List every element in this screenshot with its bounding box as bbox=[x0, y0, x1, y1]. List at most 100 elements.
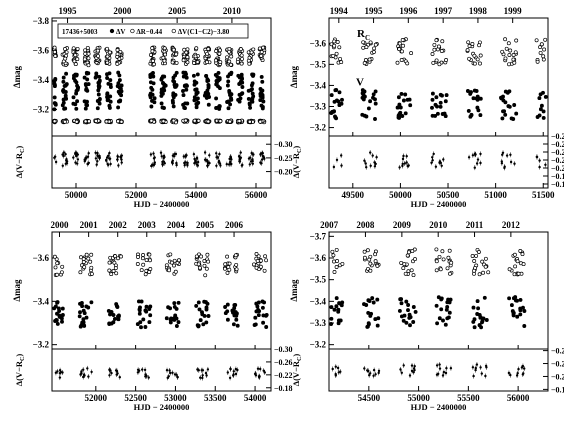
color-point bbox=[229, 367, 232, 371]
data-point bbox=[365, 324, 370, 329]
y-tick-label-right: −0.20 bbox=[274, 168, 293, 177]
data-point bbox=[115, 48, 120, 52]
data-point bbox=[183, 118, 188, 123]
data-point bbox=[74, 80, 79, 85]
data-point bbox=[105, 54, 110, 59]
data-point bbox=[73, 62, 78, 67]
data-point bbox=[367, 299, 372, 303]
data-point bbox=[148, 52, 153, 57]
color-point bbox=[503, 166, 506, 170]
data-point bbox=[194, 46, 199, 51]
data-point bbox=[505, 90, 510, 95]
data-point bbox=[335, 40, 340, 44]
data-point bbox=[479, 325, 484, 330]
data-point bbox=[217, 86, 222, 91]
data-point bbox=[435, 111, 440, 116]
color-point bbox=[196, 160, 200, 164]
data-point bbox=[228, 72, 233, 77]
color-point bbox=[334, 374, 337, 377]
year-label: 2008 bbox=[356, 220, 375, 230]
color-point bbox=[505, 154, 509, 157]
x-axis-label: HJD − 2400000 bbox=[134, 402, 190, 412]
data-point bbox=[52, 254, 57, 259]
data-point bbox=[332, 270, 337, 274]
data-point bbox=[107, 50, 112, 55]
color-point bbox=[398, 166, 401, 169]
data-point bbox=[192, 79, 197, 84]
data-point bbox=[476, 108, 481, 113]
color-point bbox=[475, 162, 479, 165]
data-point bbox=[202, 259, 207, 263]
data-point bbox=[159, 101, 164, 106]
data-point bbox=[332, 39, 337, 44]
data-point bbox=[162, 46, 167, 51]
data-point bbox=[202, 263, 207, 268]
year-label: 1997 bbox=[434, 6, 453, 16]
data-point bbox=[513, 264, 518, 269]
lower-y-axis-label: Δ(V−RC) bbox=[291, 146, 303, 179]
color-point bbox=[332, 165, 336, 169]
data-point bbox=[113, 254, 118, 259]
data-point bbox=[181, 102, 186, 107]
data-point bbox=[170, 60, 175, 65]
data-point bbox=[542, 47, 547, 52]
data-point bbox=[169, 260, 174, 265]
color-point bbox=[262, 369, 265, 372]
color-point bbox=[479, 161, 482, 165]
data-point bbox=[116, 317, 121, 322]
color-point bbox=[144, 373, 147, 376]
year-label: 2007 bbox=[320, 220, 339, 230]
data-point bbox=[93, 75, 98, 80]
y-tick-label-right: −0.30 bbox=[274, 140, 293, 149]
data-point bbox=[233, 253, 238, 258]
color-point bbox=[194, 160, 198, 164]
data-point bbox=[439, 307, 444, 312]
year-label: 2004 bbox=[167, 220, 186, 230]
color-point bbox=[363, 367, 366, 370]
color-point bbox=[234, 372, 238, 376]
data-point bbox=[171, 118, 176, 123]
data-point bbox=[337, 45, 342, 50]
data-point bbox=[448, 271, 452, 276]
data-point bbox=[406, 250, 411, 255]
color-point bbox=[184, 161, 187, 164]
data-point bbox=[196, 300, 201, 305]
data-point bbox=[396, 115, 401, 120]
data-point bbox=[411, 320, 416, 324]
color-point bbox=[431, 159, 434, 162]
color-point bbox=[174, 152, 178, 156]
data-point bbox=[195, 96, 200, 101]
color-point bbox=[195, 163, 198, 166]
data-point bbox=[512, 60, 517, 65]
data-point bbox=[85, 45, 90, 50]
color-point bbox=[509, 373, 512, 377]
data-point bbox=[225, 83, 230, 88]
data-point bbox=[205, 252, 210, 257]
data-point bbox=[151, 74, 156, 79]
color-point bbox=[76, 158, 80, 161]
data-point bbox=[215, 74, 220, 79]
data-point bbox=[365, 248, 370, 253]
data-point bbox=[225, 254, 230, 259]
data-point bbox=[239, 61, 244, 66]
data-point bbox=[433, 102, 438, 107]
data-point bbox=[256, 254, 261, 259]
data-point bbox=[400, 114, 405, 118]
color-point bbox=[117, 164, 120, 167]
y-tick-label: −3.4 bbox=[310, 296, 327, 306]
data-point bbox=[194, 303, 199, 308]
x-axis-label: HJD − 2400000 bbox=[134, 199, 190, 209]
data-point bbox=[197, 265, 202, 270]
data-point bbox=[89, 252, 94, 257]
data-point bbox=[116, 119, 120, 124]
data-point bbox=[467, 56, 472, 61]
data-point bbox=[115, 61, 120, 66]
color-point bbox=[115, 369, 119, 373]
color-point bbox=[192, 153, 196, 156]
data-point bbox=[264, 258, 269, 263]
data-point bbox=[446, 315, 451, 320]
data-point bbox=[331, 53, 336, 58]
data-point bbox=[511, 53, 516, 57]
x-tick-label: 54500 bbox=[358, 393, 381, 403]
panel-top-left: 1995 2000 2005 2010 50000 52000 54000 56000 HJD … bbox=[12, 6, 293, 209]
